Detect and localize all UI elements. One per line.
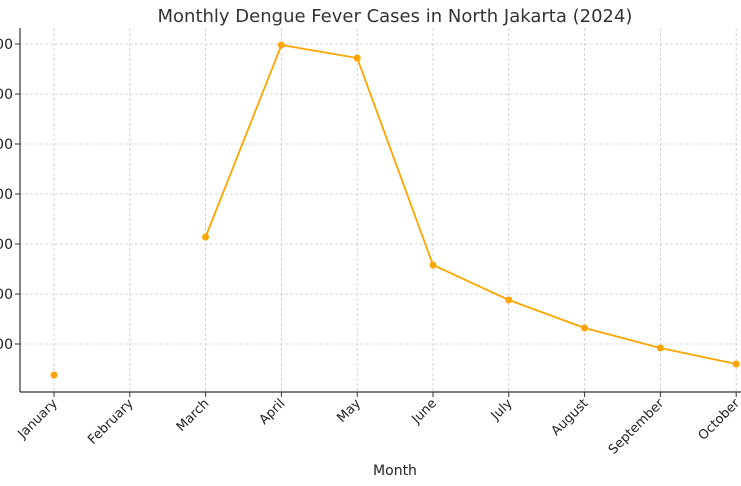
y-tick-label: 400 [0,187,13,203]
x-tick-label: March [174,396,213,435]
y-tick-label: 200 [0,287,13,303]
x-tick-label: May [334,396,364,426]
data-point [732,360,740,368]
y-tick-label: 700 [0,37,13,53]
y-tick-label: 500 [0,137,13,153]
y-tick-label: 100 [0,337,13,353]
data-point [277,41,285,49]
x-tick-label: January [15,396,61,442]
x-tick-label: June [408,396,439,427]
data-point [429,261,437,269]
x-tick-label: October [696,396,741,444]
x-tick-label: February [85,396,137,448]
data-point [656,344,664,352]
data-point [505,296,513,304]
y-tick-label: 300 [0,237,13,253]
data-point [353,54,361,62]
series-line [204,43,737,365]
x-tick-label: July [488,396,516,424]
x-tick-label: August [549,396,592,439]
data-point [581,324,589,332]
x-tick-label: April [257,396,289,428]
x-tick-label: September [606,396,668,458]
data-point [202,233,210,241]
data-point [50,371,58,379]
x-axis-label: Month [373,463,417,479]
y-tick-label: 600 [0,87,13,103]
chart-title: Monthly Dengue Fever Cases in North Jaka… [158,6,633,27]
